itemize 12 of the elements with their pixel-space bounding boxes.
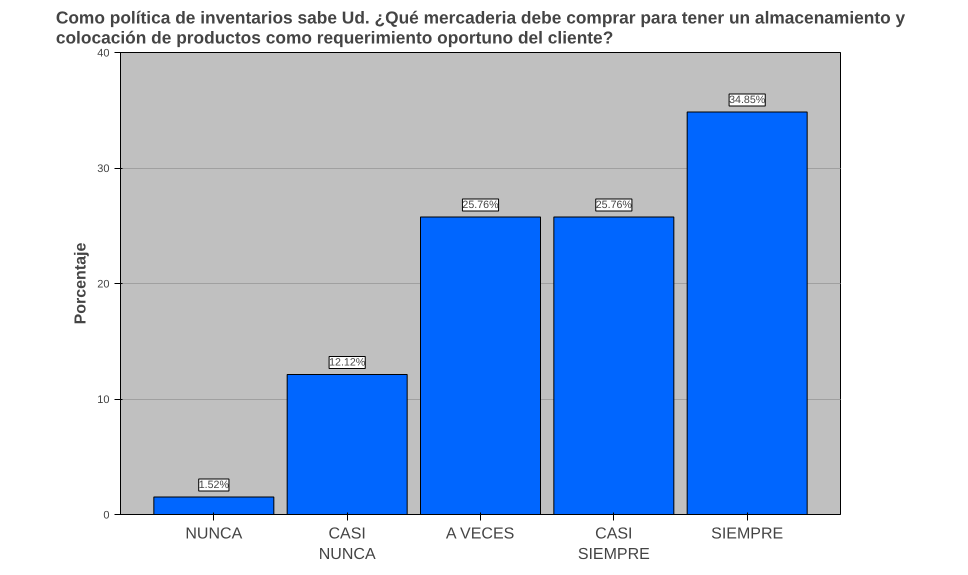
y-tick-label: 30 [97,163,110,175]
x-tick-label: A VECES [446,526,514,542]
x-tick-label: CASI NUNCA [318,526,376,563]
y-tick-label: 40 [97,48,110,60]
y-tick-label: 0 [103,510,110,522]
x-tick-label: NUNCA [185,526,243,542]
x-tick-label: CASI SIEMPRE [578,526,650,563]
y-axis-title: Porcentaje [72,242,90,324]
x-tick-label: SIEMPRE [711,526,784,542]
y-tick-label: 20 [97,278,110,290]
y-tick-label: 10 [97,394,110,406]
chart-title: Como política de inventarios sabe Ud. ¿Qué mercaderia debe comprar para tener un almacenamiento y colocación de productos como requerimiento oportuno del cliente? [56,8,906,48]
